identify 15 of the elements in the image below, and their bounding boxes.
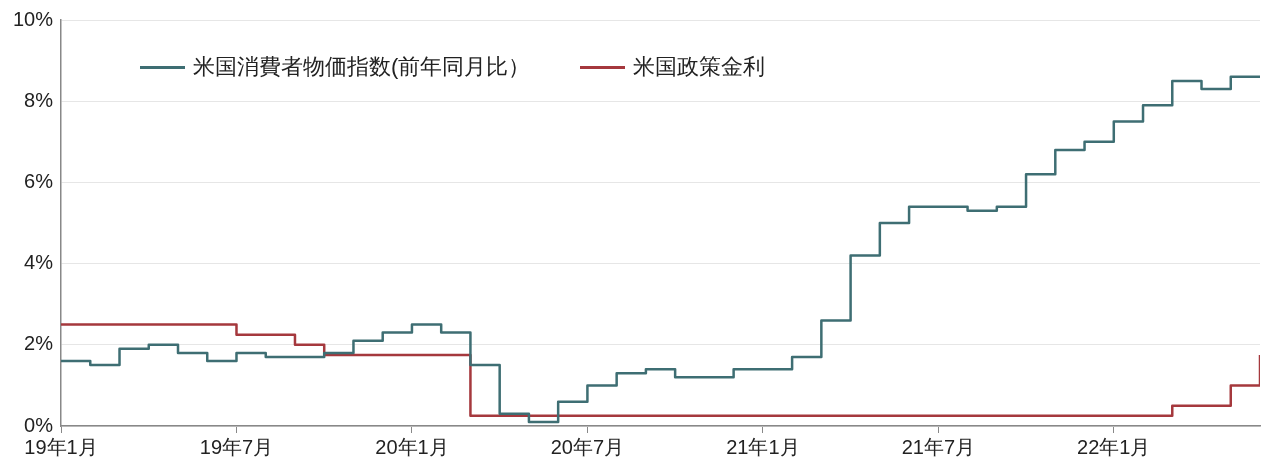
legend-label: 米国消費者物価指数(前年同月比）	[193, 53, 531, 81]
x-tick-label: 21年1月	[726, 435, 800, 458]
y-tick-label: 10%	[13, 7, 54, 30]
x-tick-label: 22年1月	[1077, 435, 1151, 458]
x-tick-label: 19年1月	[24, 435, 98, 458]
y-tick-label: 0%	[24, 413, 54, 436]
y-tick-label: 4%	[24, 251, 54, 274]
x-tick-label: 21年7月	[901, 435, 976, 458]
x-tick-label: 19年7月	[199, 435, 274, 458]
x-tick-label: 20年7月	[550, 435, 625, 458]
y-tick-label: 2%	[24, 332, 54, 355]
x-tick-label: 20年1月	[375, 435, 449, 458]
y-tick-label: 6%	[24, 169, 54, 192]
y-tick-label: 8%	[24, 88, 54, 111]
legend-label: 米国政策金利	[633, 53, 766, 81]
